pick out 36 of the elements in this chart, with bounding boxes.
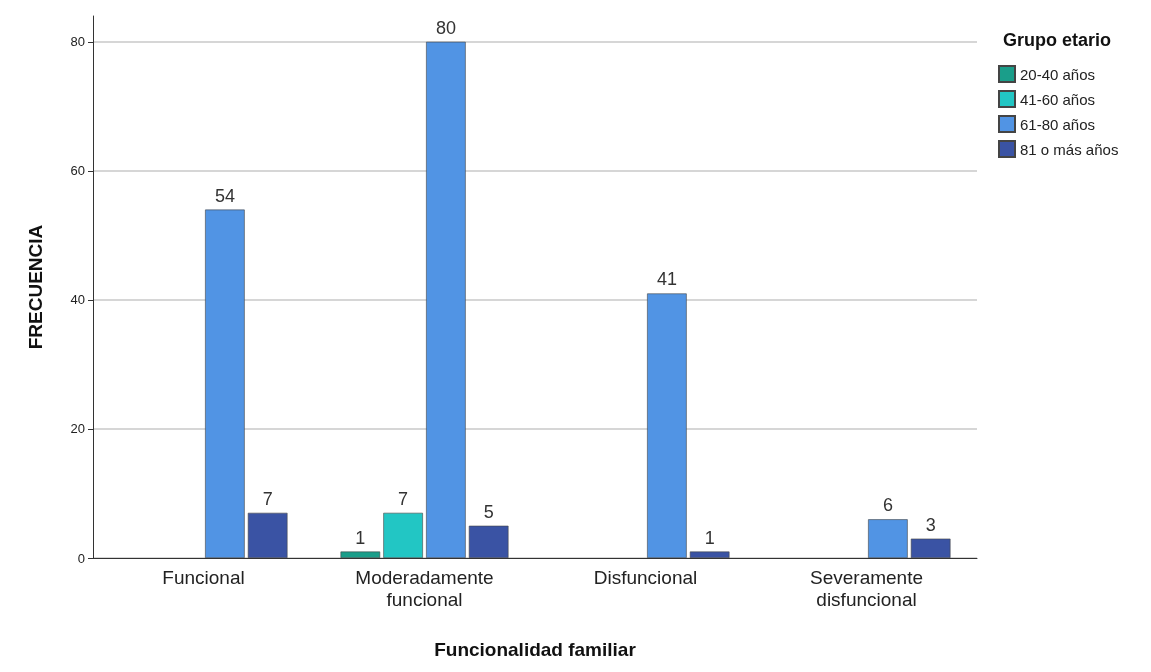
x-axis-title: Funcionalidad familiar xyxy=(434,639,637,660)
x-tick-label: Moderadamente funcional xyxy=(355,566,494,610)
bar xyxy=(868,519,908,558)
data-label: 41 xyxy=(656,269,677,290)
data-label: 6 xyxy=(882,495,893,516)
y-tick-label: 60 xyxy=(70,163,85,179)
y-tick-label: 40 xyxy=(70,292,85,308)
x-tick-label: Funcional xyxy=(162,566,245,588)
y-axis-title: FRECUENCIA xyxy=(25,224,46,350)
y-tick-label: 0 xyxy=(77,550,85,566)
x-tick-label: Severamente disfuncional xyxy=(809,566,924,610)
x-tick-label: Disfuncional xyxy=(593,566,698,588)
legend-label: 41-60 años xyxy=(1020,90,1096,108)
y-tick-label: 20 xyxy=(70,421,85,437)
data-label: 5 xyxy=(483,501,494,522)
legend-label: 81 o más años xyxy=(1020,140,1119,158)
bar xyxy=(468,525,509,558)
data-label: 3 xyxy=(925,514,936,535)
data-label: 1 xyxy=(355,527,366,548)
bar xyxy=(247,512,288,558)
bar xyxy=(910,538,951,558)
legend-label: 61-80 años xyxy=(1020,115,1096,133)
legend-label: 20-40 años xyxy=(1020,65,1096,83)
data-label: 1 xyxy=(704,527,715,548)
bar xyxy=(205,209,245,558)
bar xyxy=(426,41,466,558)
bar xyxy=(647,293,687,558)
data-label: 7 xyxy=(398,488,409,509)
data-label: 7 xyxy=(262,488,273,509)
bar xyxy=(383,512,423,558)
bar xyxy=(340,551,381,558)
bar xyxy=(689,551,730,558)
data-label: 80 xyxy=(435,17,456,38)
data-label: 54 xyxy=(214,185,235,206)
y-tick-label: 80 xyxy=(70,34,85,50)
legend-title: Grupo etario xyxy=(1003,30,1112,50)
